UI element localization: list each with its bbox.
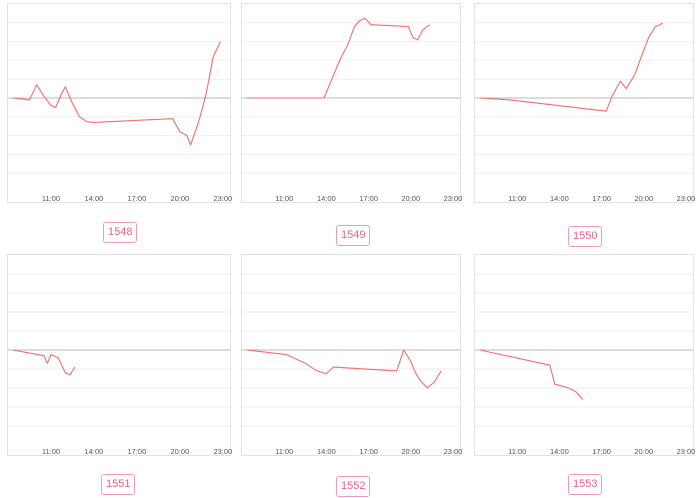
x-tick-label: 17:00 (128, 447, 147, 456)
chart-id-badge[interactable]: 1553 (568, 474, 603, 495)
x-tick-label: 23:00 (444, 194, 463, 203)
x-tick-label: 23:00 (213, 447, 232, 456)
x-tick-label: 17:00 (128, 194, 147, 203)
x-tick-label: 11:00 (275, 194, 293, 203)
chart-panel-1548: 11:00 14:00 17:00 20:00 23:00 (7, 3, 232, 203)
x-tick-label: 17:00 (592, 194, 611, 203)
x-tick-label: 17:00 (359, 194, 378, 203)
chart-panel-1549: 11:00 14:00 17:00 20:00 23:00 (241, 3, 463, 203)
chart-svg: 11:00 14:00 17:00 20:00 23:00 (475, 273, 696, 456)
chart-panel-1553: 11:00 14:00 17:00 20:00 23:00 (474, 254, 696, 456)
series-line (479, 22, 663, 112)
series-line (12, 41, 221, 146)
chart-id-badge[interactable]: 1550 (568, 226, 603, 247)
x-tick-label: 23:00 (677, 447, 696, 456)
chart-id-badge[interactable]: 1549 (336, 225, 371, 246)
series-line (12, 349, 76, 376)
x-tick-label: 23:00 (213, 194, 232, 203)
x-tick-label: 23:00 (677, 194, 696, 203)
x-tick-label: 20:00 (401, 194, 420, 203)
series-line (246, 17, 430, 99)
chart-id-badge[interactable]: 1552 (336, 476, 371, 497)
chart-panel-1552: 11:00 14:00 17:00 20:00 23:00 (241, 254, 463, 456)
x-tick-label: 11:00 (42, 194, 60, 203)
x-tick-label: 20:00 (170, 194, 189, 203)
x-tick-label: 20:00 (401, 447, 420, 456)
x-tick-label: 11:00 (42, 447, 60, 456)
x-tick-label: 17:00 (359, 447, 378, 456)
chart-id-badge[interactable]: 1548 (103, 222, 138, 243)
x-tick-label: 17:00 (592, 447, 611, 456)
x-tick-label: 20:00 (634, 447, 653, 456)
chart-svg: 11:00 14:00 17:00 20:00 23:00 (475, 22, 696, 203)
chart-svg: 11:00 14:00 17:00 20:00 23:00 (8, 22, 232, 203)
x-tick-label: 14:00 (550, 194, 569, 203)
chart-panel-1550: 11:00 14:00 17:00 20:00 23:00 (474, 3, 696, 203)
chart-svg: 11:00 14:00 17:00 20:00 23:00 (8, 273, 232, 456)
x-tick-label: 14:00 (85, 194, 104, 203)
chart-svg: 11:00 14:00 17:00 20:00 23:00 (242, 17, 463, 203)
x-tick-label: 23:00 (444, 447, 463, 456)
chart-svg: 11:00 14:00 17:00 20:00 23:00 (242, 273, 463, 456)
x-tick-label: 14:00 (85, 447, 104, 456)
x-tick-label: 14:00 (317, 447, 336, 456)
chart-id-badge[interactable]: 1551 (101, 474, 136, 495)
x-tick-label: 11:00 (508, 194, 526, 203)
x-tick-label: 20:00 (634, 194, 653, 203)
chart-panel-1551: 11:00 14:00 17:00 20:00 23:00 (7, 254, 232, 456)
x-tick-label: 14:00 (550, 447, 569, 456)
series-line (246, 349, 442, 389)
x-tick-label: 20:00 (170, 447, 189, 456)
series-line (479, 349, 584, 400)
x-tick-label: 11:00 (275, 447, 293, 456)
x-tick-label: 14:00 (317, 194, 336, 203)
x-tick-label: 11:00 (508, 447, 526, 456)
